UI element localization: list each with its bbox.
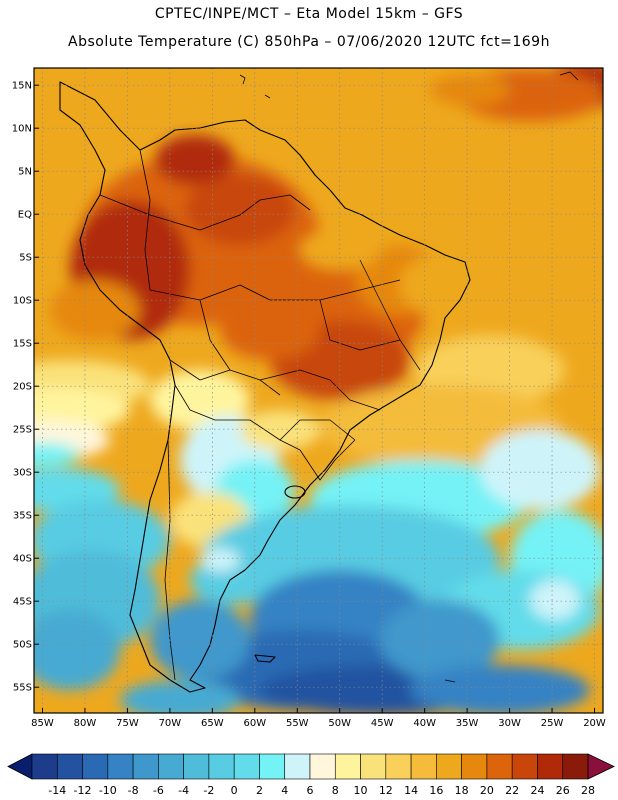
lon-tick-label: 50W (328, 718, 351, 729)
colorbar-swatch (436, 753, 462, 780)
coastline (59, 71, 579, 693)
colorbar-label: 10 (354, 784, 368, 797)
lon-tick-label: 75W (116, 718, 139, 729)
map-frame (33, 67, 604, 714)
colorbar-swatch (537, 753, 564, 780)
colorbar-swatch (562, 753, 589, 780)
colorbar-swatch (158, 753, 184, 780)
latitude-axis: 15N 10N 5N EQ 5S 10S 15S 20S 25S 30S 35S 40S 45S 50S 5… (12, 81, 39, 694)
lat-tick-label: 15S (13, 339, 32, 350)
colorbar-label: 16 (429, 784, 443, 797)
colorbar-label: 18 (455, 784, 469, 797)
colorbar: -14 -12 -10 -8 -6 -4 -2 0 2 4 6 8 10 12 14 16 18 20 22 24 26… (7, 753, 615, 797)
lat-tick-label: 35S (13, 511, 32, 522)
colorbar-label: 2 (256, 784, 263, 797)
lon-tick-label: 45W (371, 718, 394, 729)
graticule (34, 68, 603, 713)
colorbar-label: 28 (581, 784, 595, 797)
lat-tick-label: 50S (13, 640, 32, 651)
lat-tick-label: 5N (18, 167, 32, 178)
colorbar-swatch (486, 753, 513, 780)
colorbar-label: 6 (307, 784, 314, 797)
lat-tick-label: EQ (18, 210, 32, 221)
lat-tick-label: 55S (13, 683, 32, 694)
lon-tick-label: 40W (413, 718, 436, 729)
colorbar-swatch (82, 753, 109, 780)
colorbar-label: -6 (153, 784, 164, 797)
colorbar-swatch (511, 753, 538, 780)
colorbar-label: -4 (178, 784, 189, 797)
lon-tick-label: 70W (159, 718, 182, 729)
colorbar-swatch (56, 753, 83, 780)
colorbar-swatch (410, 753, 437, 780)
colorbar-under-triangle (7, 753, 33, 780)
colorbar-swatch (132, 753, 159, 780)
colorbar-label: 22 (505, 784, 519, 797)
lat-tick-label: 40S (13, 554, 32, 565)
colorbar-label: 8 (332, 784, 339, 797)
colorbar-label: 20 (480, 784, 494, 797)
colorbar-label: 12 (379, 784, 393, 797)
colorbar-swatch (334, 753, 361, 780)
colorbar-swatch (360, 753, 387, 780)
colorbar-label: 26 (556, 784, 570, 797)
colorbar-swatch (385, 753, 412, 780)
lat-tick-label: 10S (13, 296, 32, 307)
lat-tick-label: 25S (13, 425, 32, 436)
lon-tick-label: 65W (201, 718, 224, 729)
lat-tick-label: 20S (13, 382, 32, 393)
temperature-field (34, 68, 603, 713)
longitude-axis: 85W 80W 75W 70W 65W 60W 55W 50W 45W 40W 35W 30W 25W 2… (31, 708, 606, 729)
colorbar-label: -12 (74, 784, 92, 797)
lon-tick-label: 55W (286, 718, 309, 729)
lat-tick-label: 30S (13, 468, 32, 479)
colorbar-label: 14 (404, 784, 418, 797)
lon-tick-label: 35W (456, 718, 479, 729)
colorbar-label: -2 (203, 784, 214, 797)
colorbar-swatch (208, 753, 235, 780)
colorbar-swatch (461, 753, 488, 780)
colorbar-swatch (309, 753, 336, 780)
colorbar-label: 0 (231, 784, 238, 797)
lon-tick-label: 60W (243, 718, 266, 729)
colorbar-label: -10 (99, 784, 117, 797)
colorbar-swatch (284, 753, 311, 780)
colorbar-over-triangle (587, 753, 615, 780)
lon-tick-label: 25W (541, 718, 564, 729)
lat-tick-label: 15N (12, 81, 32, 92)
chart-subtitle: Absolute Temperature (C) 850hPa – 07/06/… (68, 34, 550, 50)
lon-tick-label: 30W (498, 718, 521, 729)
colorbar-swatch (107, 753, 134, 780)
colorbar-swatch (183, 753, 210, 780)
lat-tick-label: 45S (13, 597, 32, 608)
lon-tick-label: 80W (74, 718, 97, 729)
colorbar-label: -8 (128, 784, 139, 797)
colorbar-label: 24 (530, 784, 544, 797)
colorbar-swatch (31, 753, 58, 780)
chart-title: CPTEC/INPE/MCT – Eta Model 15km – GFS (154, 6, 464, 22)
lon-tick-label: 85W (31, 718, 54, 729)
colorbar-label: 4 (281, 784, 288, 797)
colorbar-swatch (259, 753, 286, 780)
colorbar-label: -14 (48, 784, 66, 797)
lat-tick-label: 10N (12, 124, 32, 135)
colorbar-swatch (233, 753, 260, 780)
lon-tick-label: 20W (583, 718, 606, 729)
lat-tick-label: 5S (19, 253, 32, 264)
